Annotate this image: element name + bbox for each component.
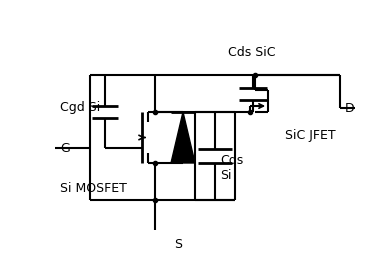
Text: Si MOSFET: Si MOSFET xyxy=(60,182,127,195)
Text: D: D xyxy=(345,102,354,115)
Text: Cds
Si: Cds Si xyxy=(220,154,243,182)
Text: G: G xyxy=(60,141,70,154)
Text: Cgd Si: Cgd Si xyxy=(60,102,100,115)
Polygon shape xyxy=(171,112,195,163)
Text: SiC JFET: SiC JFET xyxy=(285,128,336,141)
Text: S: S xyxy=(174,238,182,251)
Text: Cds SiC: Cds SiC xyxy=(228,46,276,59)
